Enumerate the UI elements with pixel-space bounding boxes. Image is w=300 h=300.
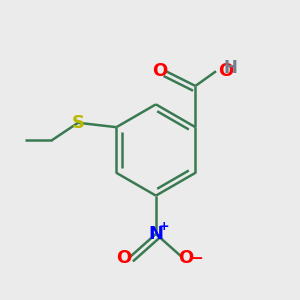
Text: +: + bbox=[159, 220, 170, 233]
Text: −: − bbox=[190, 251, 203, 266]
Text: O: O bbox=[152, 61, 167, 80]
Text: S: S bbox=[72, 114, 85, 132]
Text: O: O bbox=[116, 249, 132, 267]
Text: O: O bbox=[218, 61, 234, 80]
Text: H: H bbox=[223, 59, 237, 77]
Text: N: N bbox=[148, 225, 164, 243]
Text: O: O bbox=[178, 249, 193, 267]
